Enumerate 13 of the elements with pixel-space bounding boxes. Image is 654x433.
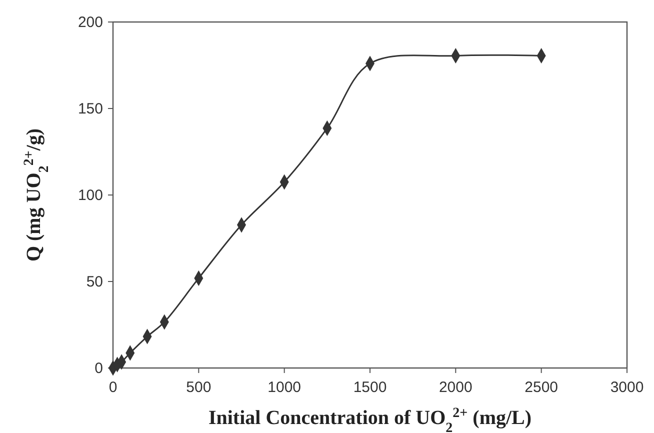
y-tick-label: 0	[94, 360, 103, 377]
x-tick-label: 3000	[610, 379, 644, 396]
y-tick-label: 150	[78, 100, 103, 118]
x-axis-title: Initial Concentration of UO$_{2}$$^{2+}$ (mg/L)	[208, 406, 532, 433]
y-tick-label: 200	[78, 14, 103, 31]
x-tick-label: 500	[186, 379, 212, 396]
x-tick-label: 0	[108, 379, 118, 396]
y-tick-label: 100	[78, 187, 103, 204]
x-tick-label: 2000	[438, 379, 472, 396]
y-tick-label: 50	[86, 274, 103, 290]
x-tick-label: 2500	[524, 379, 558, 396]
x-tick-label: 1000	[268, 379, 302, 396]
x-tick-label: 1500	[353, 379, 387, 396]
